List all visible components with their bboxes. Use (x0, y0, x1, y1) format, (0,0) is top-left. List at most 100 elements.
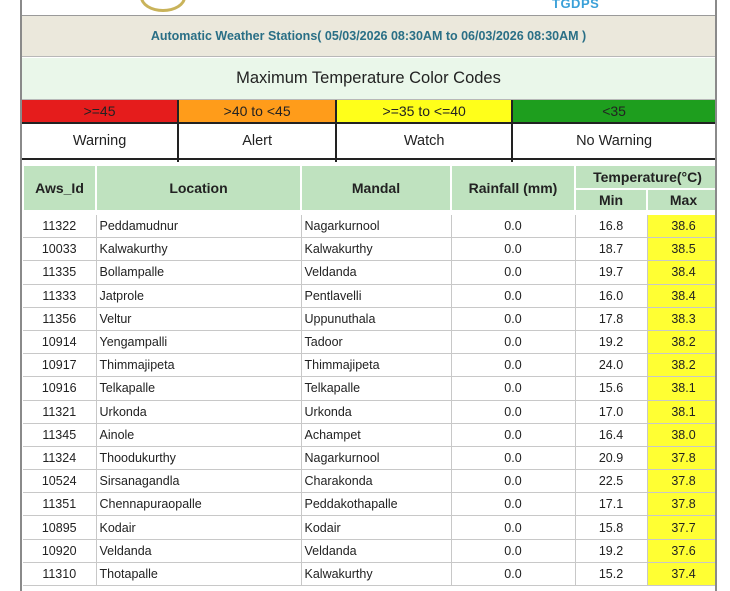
cell-aws-id: 10916 (23, 376, 97, 401)
cell-location: Ainole (96, 423, 302, 447)
cell-mandal: Tadoor (301, 330, 452, 355)
cell-location: Peddamudnur (96, 215, 302, 239)
cell-location: Kodair (96, 515, 302, 540)
color-code-label: Warning (22, 124, 178, 160)
cell-aws-id: 10914 (23, 330, 97, 355)
cell-aws-id: 11351 (23, 492, 97, 517)
cell-max: 38.6 (647, 215, 715, 239)
cell-rainfall: 0.0 (451, 423, 576, 447)
emblem-logo (140, 0, 186, 12)
cell-location: Thimmajipeta (96, 353, 302, 378)
cell-mandal: Thimmajipeta (301, 353, 452, 378)
cell-location: Kalwakurthy (96, 237, 302, 262)
color-code-range: >=45 (22, 100, 178, 124)
color-code-label: Watch (337, 124, 512, 160)
table-row: 11321 Urkonda Urkonda 0.0 17.0 38.1 (23, 400, 715, 424)
color-code-0: >=45 Warning (22, 100, 180, 162)
cell-rainfall: 0.0 (451, 469, 576, 494)
cell-location: Jatprole (96, 284, 302, 308)
table-row: 11351 Chennapuraopalle Peddakothapalle 0.0 1… (23, 492, 715, 517)
cell-mandal: Uppunuthala (301, 307, 452, 331)
cell-mandal: Veldanda (301, 539, 452, 563)
cell-aws-id: 10895 (23, 515, 97, 540)
table-row: 10033 Kalwakurthy Kalwakurthy 0.0 18.7 38.5 (23, 237, 715, 262)
cell-aws-id: 11333 (23, 284, 97, 308)
cell-aws-id: 11321 (23, 400, 97, 424)
cell-aws-id: 11345 (23, 423, 97, 447)
cell-aws-id: 11335 (23, 260, 97, 285)
cell-location: Veltur (96, 307, 302, 331)
cell-aws-id: 10917 (23, 353, 97, 378)
cell-rainfall: 0.0 (451, 562, 576, 587)
cell-aws-id: 10524 (23, 469, 97, 494)
header-rainfall: Rainfall (mm) (450, 164, 576, 212)
cell-max: 37.8 (647, 492, 715, 517)
color-codes-legend: >=45 Warning >40 to <45 Alert >=35 to <=40 Wa… (22, 100, 715, 162)
cell-min: 20.9 (575, 446, 648, 471)
cell-min: 17.0 (575, 400, 648, 424)
cell-rainfall: 0.0 (451, 515, 576, 540)
cell-aws-id: 11322 (23, 215, 97, 239)
cell-location: Thotapalle (96, 562, 302, 587)
header-mandal: Mandal (300, 164, 452, 212)
cell-rainfall: 0.0 (451, 215, 576, 239)
cell-location: Thoodukurthy (96, 446, 302, 471)
cell-max: 38.3 (647, 307, 715, 331)
cell-max: 37.6 (647, 539, 715, 563)
cell-mandal: Charakonda (301, 469, 452, 494)
cell-rainfall: 0.0 (451, 237, 576, 262)
cell-rainfall: 0.0 (451, 446, 576, 471)
color-code-range: >=35 to <=40 (337, 100, 512, 124)
cell-location: Urkonda (96, 400, 302, 424)
cell-max: 38.4 (647, 284, 715, 308)
color-code-3: <35 No Warning (513, 100, 715, 162)
cell-rainfall: 0.0 (451, 492, 576, 517)
report-frame: TGDPS Automatic Weather Stations( 05/03/… (20, 0, 717, 591)
cell-max: 37.4 (647, 562, 715, 587)
table-row: 10895 Kodair Kodair 0.0 15.8 37.7 (23, 515, 715, 540)
cell-min: 17.1 (575, 492, 648, 517)
cell-mandal: Kalwakurthy (301, 562, 452, 587)
cell-min: 19.2 (575, 539, 648, 563)
cell-max: 38.2 (647, 353, 715, 378)
cell-mandal: Kodair (301, 515, 452, 540)
cell-aws-id: 11310 (23, 562, 97, 587)
table-row: 10920 Veldanda Veldanda 0.0 19.2 37.6 (23, 539, 715, 563)
cell-max: 37.7 (647, 515, 715, 540)
cell-rainfall: 0.0 (451, 353, 576, 378)
header-temperature: Temperature(°C) (574, 164, 715, 190)
cell-min: 15.2 (575, 562, 648, 587)
cell-location: Sirsanagandla (96, 469, 302, 494)
header-min: Min (574, 188, 648, 212)
table-row: 11335 Bollampalle Veldanda 0.0 19.7 38.4 (23, 260, 715, 285)
cell-min: 19.2 (575, 330, 648, 355)
cell-max: 38.0 (647, 423, 715, 447)
cell-mandal: Nagarkurnool (301, 446, 452, 471)
cell-min: 16.4 (575, 423, 648, 447)
cell-location: Yengampalli (96, 330, 302, 355)
table-row: 11310 Thotapalle Kalwakurthy 0.0 15.2 37.4 (23, 562, 715, 587)
cell-aws-id: 10033 (23, 237, 97, 262)
cell-location: Chennapuraopalle (96, 492, 302, 517)
table-row: 11345 Ainole Achampet 0.0 16.4 38.0 (23, 423, 715, 447)
cell-rainfall: 0.0 (451, 260, 576, 285)
table-row: 10914 Yengampalli Tadoor 0.0 19.2 38.2 (23, 330, 715, 355)
cell-mandal: Telkapalle (301, 376, 452, 401)
cell-location: Bollampalle (96, 260, 302, 285)
cell-rainfall: 0.0 (451, 307, 576, 331)
table-row: 11356 Veltur Uppunuthala 0.0 17.8 38.3 (23, 307, 715, 331)
cell-min: 22.5 (575, 469, 648, 494)
color-code-1: >40 to <45 Alert (179, 100, 338, 162)
cell-min: 24.0 (575, 353, 648, 378)
cell-mandal: Pentlavelli (301, 284, 452, 308)
cell-min: 16.0 (575, 284, 648, 308)
color-codes-title: Maximum Temperature Color Codes (22, 58, 715, 100)
weather-table: Aws_Id Location Mandal Rainfall (mm) Tem… (22, 164, 715, 587)
tgdps-logo: TGDPS (552, 0, 600, 11)
color-code-2: >=35 to <=40 Watch (337, 100, 514, 162)
color-code-range: >40 to <45 (179, 100, 336, 124)
cell-rainfall: 0.0 (451, 539, 576, 563)
cell-mandal: Nagarkurnool (301, 215, 452, 239)
header-aws-id: Aws_Id (22, 164, 97, 212)
cell-max: 37.8 (647, 469, 715, 494)
